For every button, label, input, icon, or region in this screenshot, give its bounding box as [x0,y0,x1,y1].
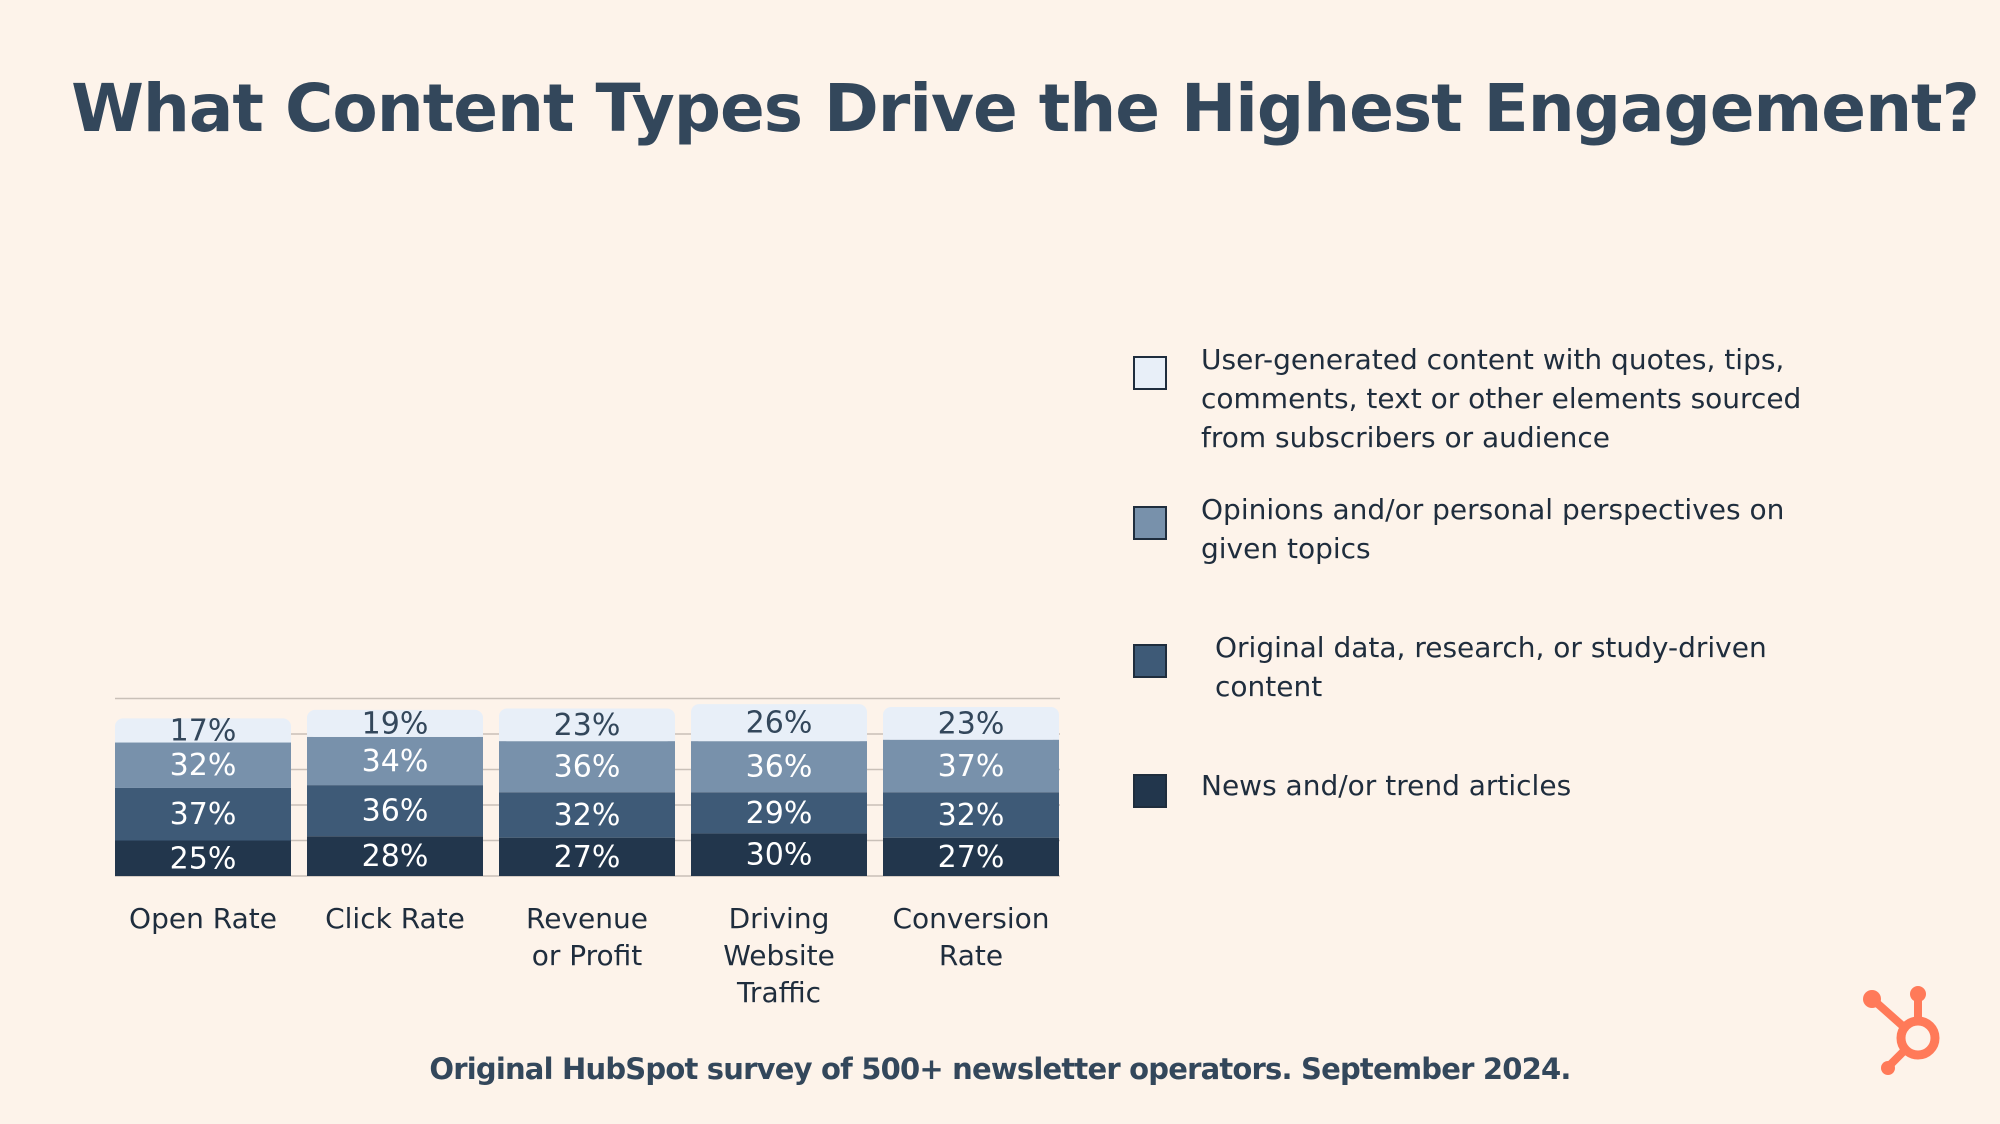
data-label: 26% [746,706,813,741]
legend-swatch [1133,774,1167,808]
bar-segment [691,741,867,793]
bar-segment [499,837,675,876]
legend-label: User-generated content with quotes, tips… [1201,343,1802,454]
bar-segment [691,792,867,834]
data-label: 17% [170,713,237,748]
bar-segment [307,836,483,876]
data-label: 29% [746,796,813,831]
bar-segment [115,787,291,841]
bar-segment [883,837,1059,876]
legend-swatch [1133,644,1167,678]
bar-segment [115,840,291,876]
x-tick-label: Website [723,939,835,972]
data-label: 32% [170,748,237,783]
chart-title: What Content Types Drive the Highest Eng… [71,70,1980,147]
bar-segment [691,833,867,876]
data-label: 23% [554,708,621,743]
data-label: 34% [362,744,429,779]
x-tick-label: Conversion [893,902,1050,935]
hubspot-sprocket-icon [1863,986,1940,1075]
bar-segment [307,736,483,786]
bar-segment [883,792,1059,838]
data-label: 28% [362,839,429,874]
bar-segment-fill [883,729,1059,740]
bar-segment [307,785,483,837]
legend-label: News and/or trend articles [1201,769,1572,802]
data-label: 23% [938,706,1005,741]
data-label: 32% [938,798,1005,833]
data-label: 25% [170,841,237,876]
x-tick-label: Driving [729,902,830,935]
data-label: 19% [362,706,429,741]
source-footnote: Original HubSpot survey of 500+ newslett… [429,1052,1571,1086]
data-label: 30% [746,838,813,873]
legend-label: Opinions and/or personal perspectives on… [1201,493,1785,565]
data-label: 36% [554,750,621,785]
bar-segment [115,742,291,788]
bar-segment [499,792,675,838]
data-label: 36% [362,794,429,829]
bar-segment-fill [307,726,483,737]
data-label: 32% [554,798,621,833]
data-label: 37% [938,749,1005,784]
x-tick-label: Revenue [526,902,648,935]
x-tick-label: Click Rate [325,902,465,935]
bar-segment [499,741,675,793]
bar-segment [883,739,1059,793]
bar-segment-fill [691,731,867,742]
x-tick-label: Traffic [736,976,821,1009]
x-tick-label: Rate [939,939,1003,972]
bar-segment-fill [115,732,291,743]
legend-swatch [1133,356,1167,390]
legend-label: Original data, research, or study-driven… [1215,631,1767,703]
data-label: 27% [554,840,621,875]
x-tick-label: Open Rate [129,902,277,935]
data-label: 37% [170,797,237,832]
data-label: 36% [746,750,813,785]
bar-segment-fill [499,731,675,742]
legend-swatch [1133,506,1167,540]
x-tick-label: or Profit [532,939,643,972]
data-label: 27% [938,840,1005,875]
